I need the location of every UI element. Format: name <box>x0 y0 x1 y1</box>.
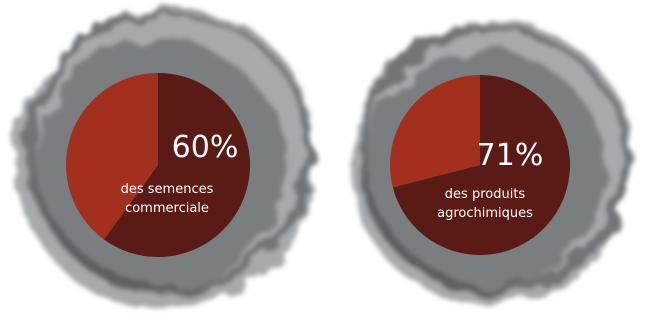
value-label: 71% <box>455 138 565 173</box>
slice-label: des semences commerciale <box>112 180 222 218</box>
value-label: 60% <box>150 130 260 165</box>
infographic: 60% des semences commerciale 71% des produi… <box>0 0 649 313</box>
slice-label: des produits agrochimiques <box>425 185 545 223</box>
